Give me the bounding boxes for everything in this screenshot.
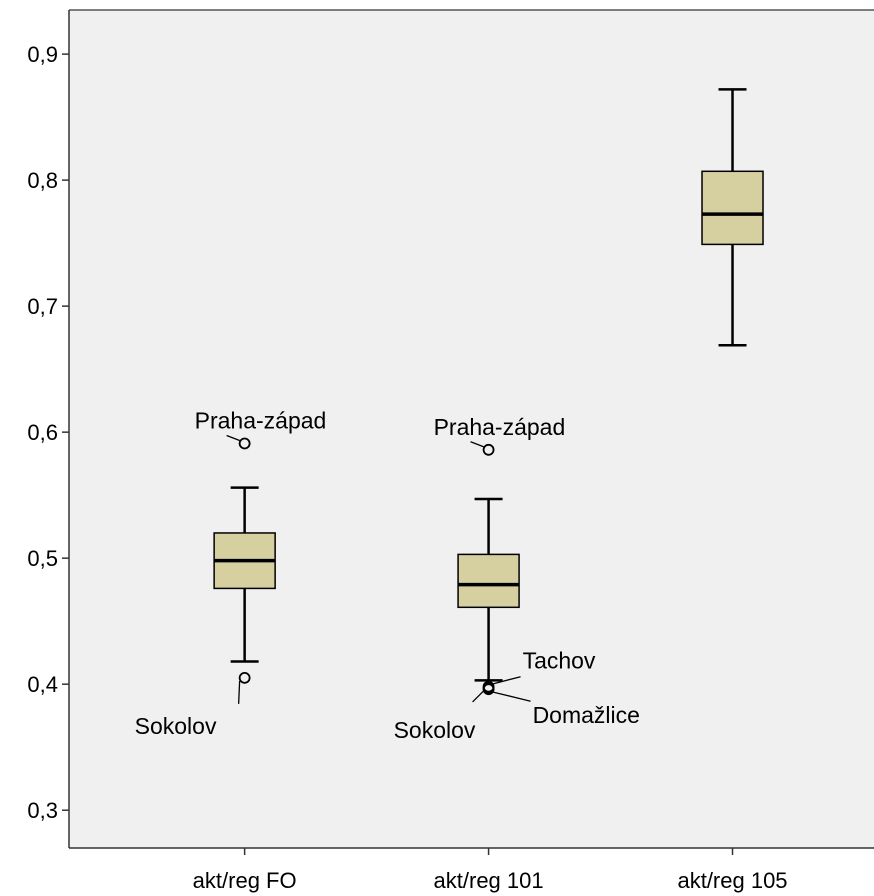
y-tick-label: 0,4 [27, 672, 58, 697]
outlier-point [482, 443, 495, 456]
outlier-leader-line [237, 680, 241, 704]
y-tick-label: 0,6 [27, 420, 58, 445]
boxes-layer [213, 88, 764, 682]
outlier-label: Praha-západ [195, 407, 327, 433]
x-tick-label: akt/reg FO [193, 868, 297, 893]
outlier-leader-line [493, 691, 531, 702]
y-tick-label: 0,5 [27, 546, 58, 571]
outlier-label: Tachov [523, 648, 596, 674]
x-tick-label: akt/reg 105 [677, 868, 787, 893]
outlier-leader-line [226, 434, 240, 442]
outlier-label: Sokolov [394, 717, 476, 743]
outlier-point [238, 437, 251, 450]
outlier-point [482, 682, 495, 694]
box-iqr [457, 553, 520, 609]
box-1 [457, 497, 520, 682]
x-tick-label: akt/reg 101 [434, 868, 544, 893]
box-2 [701, 88, 764, 347]
outlier-leader-line [493, 676, 521, 685]
y-axis-ticks: 0,3 0,4 0,5 0,6 0,7 0,8 0,9 [27, 42, 69, 823]
x-axis-ticks: akt/reg FO akt/reg 101 akt/reg 105 [193, 848, 788, 893]
y-tick-label: 0,7 [27, 294, 58, 319]
outlier-point [238, 671, 251, 684]
outlier-leader-line [470, 441, 484, 448]
y-tick-label: 0,9 [27, 42, 58, 67]
outlier-leader-line [472, 690, 485, 703]
y-tick-label: 0,8 [27, 168, 58, 193]
y-tick-label: 0,3 [27, 798, 58, 823]
outliers-layer: Praha-západ Sokolov Praha-západ Tachov Domaž… [135, 407, 640, 742]
plot-area [69, 10, 874, 848]
outlier-label: Domažlice [533, 702, 640, 728]
outlier-label: Praha-západ [434, 414, 566, 440]
box-0 [213, 486, 276, 663]
outlier-label: Sokolov [135, 713, 217, 739]
box-iqr [701, 170, 764, 246]
